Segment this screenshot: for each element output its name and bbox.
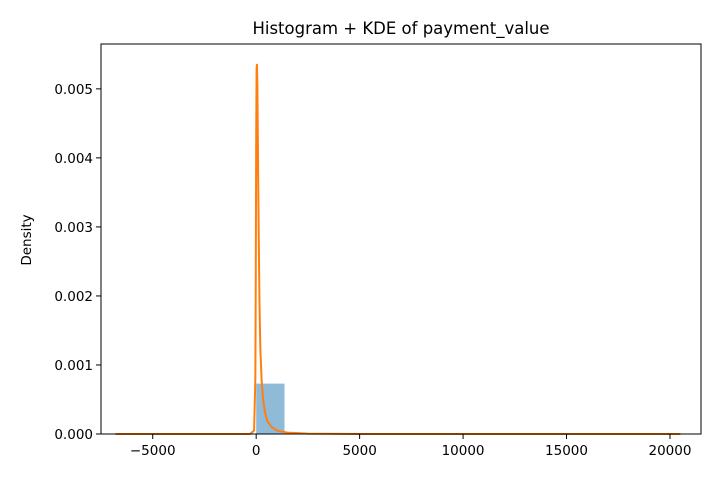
chart-title: Histogram + KDE of payment_value [252, 19, 549, 39]
x-tick-label: 5000 [342, 443, 376, 459]
x-tick-label: 0 [252, 443, 261, 459]
y-tick-label: 0.002 [54, 289, 93, 305]
y-tick-label: 0.004 [54, 151, 93, 167]
x-tick-label: 10000 [442, 443, 485, 459]
x-axis: −5000 0 5000 10000 15000 20000 [130, 434, 691, 459]
y-tick-label: 0.003 [54, 220, 93, 236]
plot-frame [100, 43, 702, 435]
x-tick-label: 15000 [545, 443, 588, 459]
x-tick-label: −5000 [130, 443, 176, 459]
kde-line [115, 63, 681, 435]
x-tick-label: 20000 [648, 443, 691, 459]
plot-area [115, 63, 681, 435]
y-tick-label: 0.000 [54, 427, 93, 443]
y-axis-label: Density [19, 214, 35, 265]
y-tick-label: 0.001 [54, 358, 93, 374]
y-tick-label: 0.005 [54, 82, 93, 98]
y-axis: 0.000 0.001 0.002 0.003 0.004 0.005 [54, 82, 101, 443]
